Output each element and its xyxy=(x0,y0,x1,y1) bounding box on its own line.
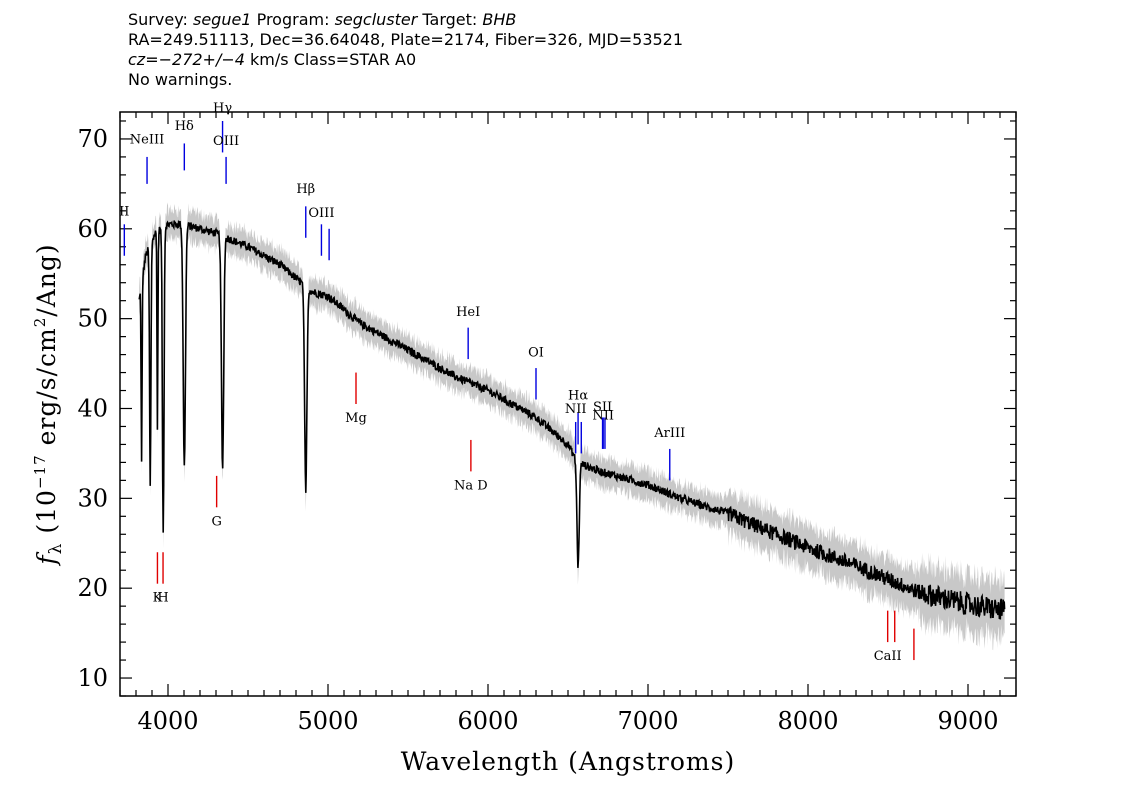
line-marker-label: OIII xyxy=(213,134,239,149)
line-marker-label: Hα xyxy=(568,389,588,404)
line-marker-label: II xyxy=(119,204,129,219)
spectrum-header: Survey: segue1 Program: segcluster Targe… xyxy=(128,10,683,90)
line-marker-label: HeI xyxy=(456,305,480,320)
line-marker-label: NeIII xyxy=(130,132,164,147)
y-tick-label: 70 xyxy=(77,125,108,153)
x-tick-label: 8000 xyxy=(777,707,838,735)
x-tick-label: 9000 xyxy=(937,707,998,735)
line-marker-label: K xyxy=(153,591,163,606)
y-axis-title: fλ (10−17 erg/s/cm2/Ang) xyxy=(31,243,66,566)
x-tick-label: 7000 xyxy=(617,707,678,735)
spectrum-line xyxy=(138,219,1006,620)
line-marker-label: H xyxy=(157,591,168,606)
y-tick-label: 40 xyxy=(77,394,108,422)
x-axis-title: Wavelength (Angstroms) xyxy=(401,747,735,776)
tick-labels: 4000 5000 6000 7000 8000 9000 10 20 30 40 50 60 70 xyxy=(77,125,998,735)
x-tick-label: 4000 xyxy=(137,707,198,735)
line-marker-label: OI xyxy=(528,345,544,360)
plot-frame xyxy=(119,111,1017,697)
y-tick-label: 30 xyxy=(77,484,108,512)
line-marker-label: G xyxy=(211,514,221,529)
x-tick-label: 5000 xyxy=(297,707,358,735)
y-tick-label: 20 xyxy=(77,574,108,602)
line-marker-label: NII xyxy=(592,408,614,423)
spectrum-area xyxy=(138,202,1006,651)
header-line-survey: Survey: segue1 Program: segcluster Targe… xyxy=(128,10,517,29)
line-marker-label: ArIII xyxy=(653,426,685,441)
line-marker-label: CaII xyxy=(874,649,902,664)
axis-ticks xyxy=(119,112,1017,697)
line-marker-label: OIII xyxy=(308,206,334,221)
line-marker-label: Hγ xyxy=(213,101,232,116)
line-marker-label: Hδ xyxy=(175,119,194,134)
line-marker-label: Hβ xyxy=(296,182,315,197)
line-marker-label: Mg xyxy=(345,411,367,426)
error-band xyxy=(139,202,1005,651)
header-line-warnings: No warnings. xyxy=(128,70,233,89)
line-marker-label: SII xyxy=(593,400,612,415)
header-line-redshift: cz=−272+/−4 km/s Class=STAR A0 xyxy=(128,50,417,69)
y-tick-label: 60 xyxy=(77,215,108,243)
header-line-coords: RA=249.51113, Dec=36.64048, Plate=2174, … xyxy=(128,30,684,49)
y-tick-label: 50 xyxy=(77,305,108,333)
line-marker-label: Na D xyxy=(454,478,488,493)
line-marker-label: NII xyxy=(565,402,587,417)
y-tick-label: 10 xyxy=(77,664,108,692)
x-tick-label: 6000 xyxy=(457,707,518,735)
